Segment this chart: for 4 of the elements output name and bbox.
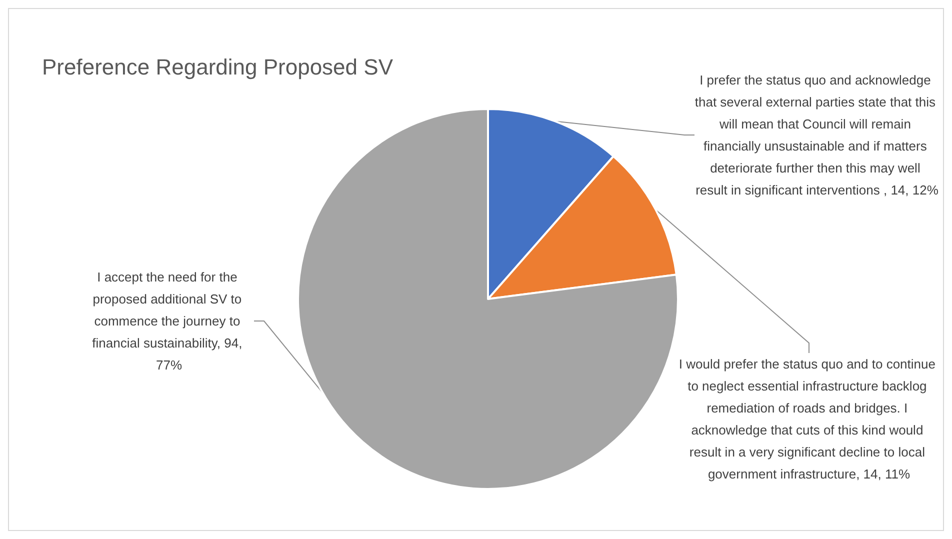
slice-label: I would prefer the status quo and to continue to neglect essential infrastructure backlog remediation of roads and bridges. I acknowledge that cuts of this kind would result in a very significant decline to local government infrastructure, 14, 11% (678, 356, 940, 482)
chart-title: Preference Regarding Proposed SV (42, 54, 394, 80)
slice-label: I accept the need for the proposed additional SV to commence the journey to financial sustainability, 94, 77% (92, 270, 246, 372)
slice-label: I prefer the status quo and acknowledge that several external parties state that this will mean that Council will remain financially unsustainable and if matters deteriorate further then this may well result in significant interventions , 14, 12% (694, 72, 940, 198)
